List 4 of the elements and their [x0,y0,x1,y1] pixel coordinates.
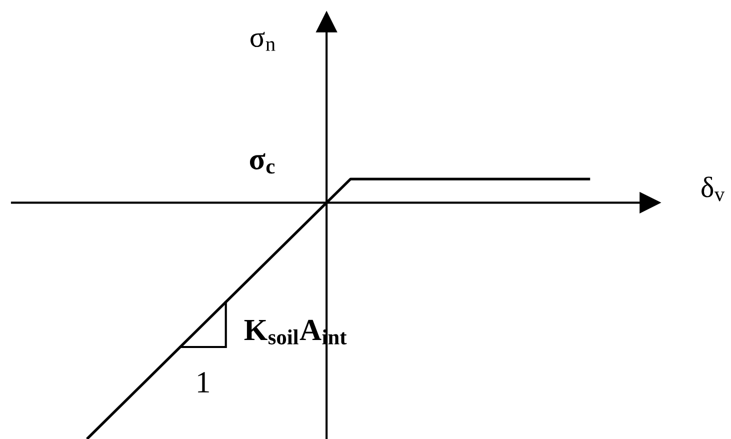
y-axis-title: σ$_{n}$ [250,32,276,51]
text: σ$_{c}$ [250,153,275,174]
x-axis-title: δ$_{v}$ [702,176,725,202]
annotation: 1 [198,372,209,392]
